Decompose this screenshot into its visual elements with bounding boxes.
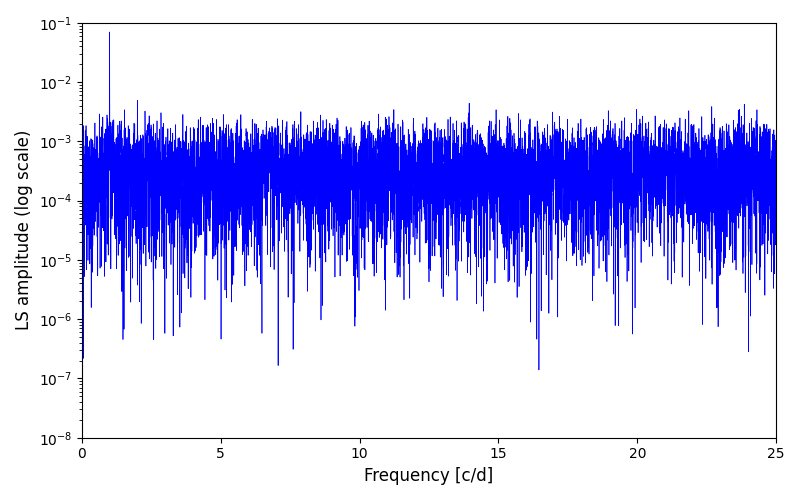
Y-axis label: LS amplitude (log scale): LS amplitude (log scale) (15, 130, 33, 330)
X-axis label: Frequency [c/d]: Frequency [c/d] (364, 467, 494, 485)
